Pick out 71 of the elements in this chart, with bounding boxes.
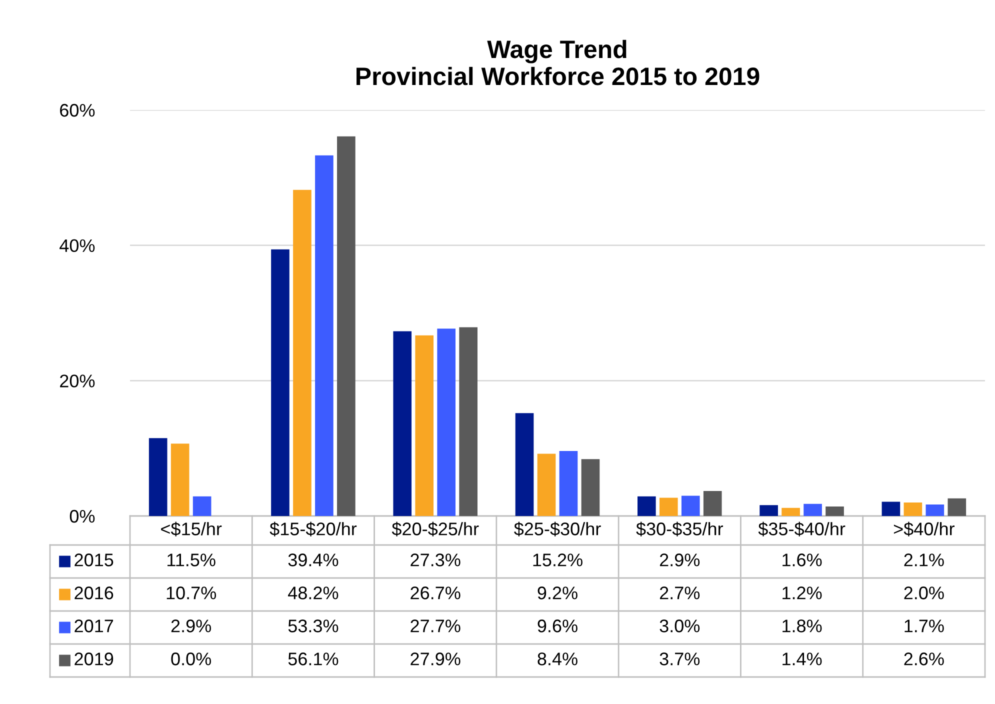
legend-label: 2015 [74, 554, 114, 566]
data-label: 1.2% [782, 586, 822, 600]
data-label: 0.0% [171, 652, 212, 666]
data-label: 1.6% [782, 554, 822, 566]
bar [559, 451, 578, 516]
bar [638, 496, 656, 516]
bar [904, 502, 922, 516]
data-label: 2.9% [171, 620, 212, 632]
bar [315, 155, 334, 516]
data-label: 2.9% [660, 554, 700, 566]
y-tick-label: 0% [70, 510, 95, 523]
bar [415, 335, 434, 516]
bar [760, 505, 778, 516]
bar [515, 413, 534, 516]
y-tick-label: 60% [60, 104, 95, 117]
x-tick-label: $30-$35/hr [636, 522, 724, 536]
data-label: 9.2% [538, 586, 578, 600]
data-label: 15.2% [533, 554, 582, 566]
bar [926, 504, 944, 516]
data-label: 2.0% [904, 586, 944, 600]
bar [826, 506, 844, 516]
bar [537, 454, 556, 516]
data-label: 8.4% [538, 652, 578, 666]
bar [659, 498, 678, 516]
legend-label: 2016 [74, 586, 114, 600]
data-label: 2.1% [904, 554, 944, 566]
x-tick-label: $20-$25/hr [392, 522, 479, 536]
legend-label: 2017 [74, 620, 114, 632]
bar [681, 496, 700, 516]
bar [882, 502, 900, 516]
bar [271, 249, 290, 516]
bar [459, 327, 478, 516]
data-label: 3.0% [660, 620, 700, 632]
data-label: 1.4% [782, 652, 822, 666]
data-label: 39.4% [288, 554, 338, 566]
data-label: 53.3% [288, 620, 338, 632]
bar [148, 438, 168, 516]
data-label: 27.9% [410, 652, 460, 666]
data-label: 10.7% [166, 586, 216, 600]
data-label: 26.7% [410, 586, 460, 600]
bar [948, 498, 966, 516]
x-tick-label: $25-$30/hr [514, 522, 601, 536]
data-label: 2.6% [904, 652, 944, 666]
y-tick-label: 40% [60, 239, 95, 252]
x-tick-label: >$40/hr [894, 522, 954, 536]
data-label: 1.8% [782, 620, 822, 632]
bar [192, 496, 212, 516]
x-tick-label: <$15/hr [161, 522, 222, 536]
bar [337, 136, 356, 516]
bar [804, 504, 822, 516]
data-label: 48.2% [288, 586, 338, 600]
bar [782, 508, 800, 516]
data-label: 9.6% [538, 620, 578, 632]
data-label: 56.1% [288, 652, 338, 666]
x-tick-label: $35-$40/hr [758, 522, 846, 536]
bar [437, 328, 456, 516]
x-tick-label: $15-$20/hr [270, 522, 357, 536]
data-label: 2.7% [660, 586, 700, 600]
data-label: 1.7% [904, 620, 944, 632]
bar [703, 490, 722, 516]
bar [581, 459, 600, 516]
data-label: 11.5% [168, 554, 216, 566]
bar [170, 444, 190, 516]
bar [293, 190, 312, 516]
data-label: 3.7% [660, 652, 700, 666]
legend-label: 2019 [74, 652, 114, 666]
bar [393, 331, 412, 516]
data-label: 27.7% [410, 620, 460, 632]
chart-title: Wage Trend Provincial Workforce 2015 to 2019 [356, 40, 760, 86]
y-tick-label: 20% [60, 374, 95, 388]
data-label: 27.3% [410, 554, 460, 566]
